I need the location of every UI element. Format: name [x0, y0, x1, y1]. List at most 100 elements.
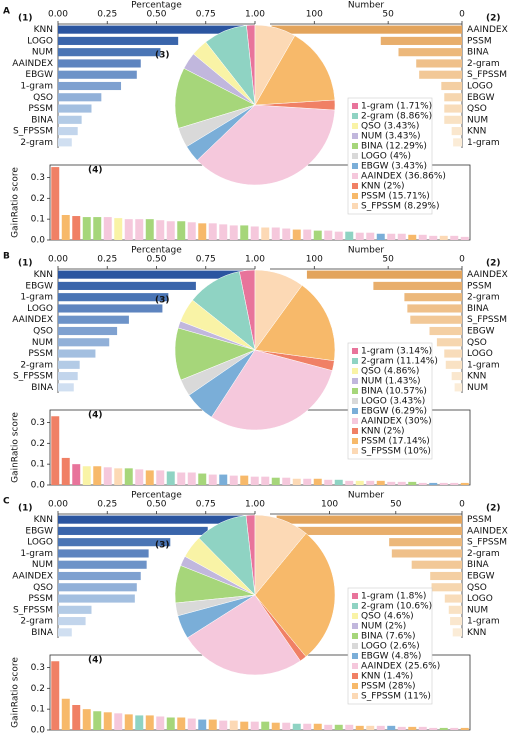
bar — [58, 281, 196, 290]
bar — [229, 720, 238, 730]
y-tick-label: 0.3 — [31, 173, 45, 183]
bar — [58, 349, 96, 358]
bar — [208, 223, 217, 240]
legend-swatch — [352, 348, 358, 354]
bar — [58, 594, 135, 603]
x-tick-label: 0.50 — [146, 255, 166, 265]
bar — [58, 372, 78, 381]
legend-box — [347, 342, 433, 460]
y-tick-label: 2-gram — [467, 59, 500, 69]
legend-swatch — [352, 163, 358, 169]
bar — [366, 725, 375, 730]
bar — [51, 167, 60, 240]
bar — [345, 480, 354, 485]
bar — [250, 721, 259, 730]
pie-slice — [254, 533, 336, 657]
y-tick-label: S_FPSSM — [467, 315, 507, 325]
bar — [114, 468, 123, 485]
bar — [292, 526, 462, 535]
legend-swatch — [352, 623, 358, 629]
bar — [397, 726, 406, 730]
bar — [58, 59, 141, 68]
legend-label: PSSM (28%) — [361, 682, 416, 692]
x-tick-label: 100 — [321, 500, 338, 510]
bar — [187, 718, 196, 730]
bar — [444, 104, 462, 113]
pie-slice — [196, 104, 336, 186]
bar — [51, 661, 60, 730]
bar — [313, 230, 322, 240]
legend-label: LOGO (3.43%) — [361, 397, 425, 407]
y-tick-label: PSSM — [467, 281, 492, 291]
bar — [82, 217, 91, 240]
legend-swatch — [352, 123, 358, 129]
y-tick-label: QSO — [33, 583, 53, 593]
bar — [51, 416, 60, 485]
bar — [376, 480, 385, 485]
legend-label: BINA (7.6%) — [361, 632, 415, 642]
y-tick-label: AAINDEX — [467, 270, 508, 280]
bar — [418, 726, 427, 730]
legend-label: KNN (1.4%) — [361, 672, 413, 682]
y-tick-label: BINA — [31, 628, 54, 638]
y-tick-label: LOGO — [467, 82, 493, 92]
legend-swatch — [352, 193, 358, 199]
y-tick-label: EBGW — [467, 327, 495, 337]
panel-label: (3) — [155, 296, 170, 306]
panel-label: (2) — [486, 14, 501, 24]
legend-swatch — [352, 613, 358, 619]
bar — [460, 236, 469, 240]
y-tick-label: 0.1 — [31, 215, 45, 225]
pie-slice — [174, 68, 256, 129]
bar — [166, 221, 175, 240]
bar — [292, 229, 301, 240]
bar — [93, 711, 102, 730]
x-tick-label: 1.00 — [245, 255, 265, 265]
bar — [82, 709, 91, 730]
y-tick-label: QSO — [467, 338, 487, 348]
bar — [444, 93, 462, 102]
y-tick-label: AAINDEX — [467, 526, 508, 536]
legend-label: 2-gram (8.86%) — [361, 112, 432, 122]
bar — [373, 281, 462, 290]
y-tick-label: LOGO — [27, 304, 53, 314]
x-tick-label: 100 — [306, 255, 323, 265]
legend-label: BINA (12.29%) — [361, 142, 427, 152]
x-tick-label: 50 — [390, 500, 402, 510]
bar — [271, 722, 280, 730]
bar — [58, 360, 80, 369]
y-tick-label: LOGO — [27, 538, 53, 548]
legend-label: S_FPSSM (11%) — [361, 692, 431, 702]
legend-box — [347, 587, 433, 705]
bar — [72, 705, 81, 730]
bar — [408, 726, 417, 730]
panel-label: (2) — [486, 504, 501, 514]
x-tick-label: 0.00 — [48, 500, 68, 510]
y-tick-label: 0.0 — [31, 726, 46, 734]
bar — [124, 714, 133, 730]
bar — [93, 466, 102, 485]
legend-swatch — [352, 203, 358, 209]
bar — [198, 223, 207, 240]
panel-label: (3) — [155, 51, 170, 61]
y-tick-label: PSSM — [28, 594, 53, 604]
bar — [271, 477, 280, 485]
y-tick-label: BINA — [31, 115, 54, 125]
bar — [418, 234, 427, 240]
bar — [58, 526, 208, 535]
bar — [198, 719, 207, 730]
bar — [452, 628, 462, 637]
x-tick-label: 0.50 — [146, 10, 166, 20]
bar — [345, 231, 354, 240]
legend-label: QSO (4.6%) — [361, 612, 414, 622]
legend-box — [347, 97, 433, 215]
x-tick-label: 0.25 — [97, 255, 117, 265]
bar — [58, 70, 137, 79]
bar — [429, 326, 462, 336]
panel-label: (4) — [88, 166, 103, 176]
bar — [187, 222, 196, 240]
y-tick-label: LOGO — [467, 349, 493, 359]
legend-label: EBGW (6.29%) — [361, 407, 427, 417]
legend-swatch — [352, 153, 358, 159]
bar — [282, 722, 291, 730]
